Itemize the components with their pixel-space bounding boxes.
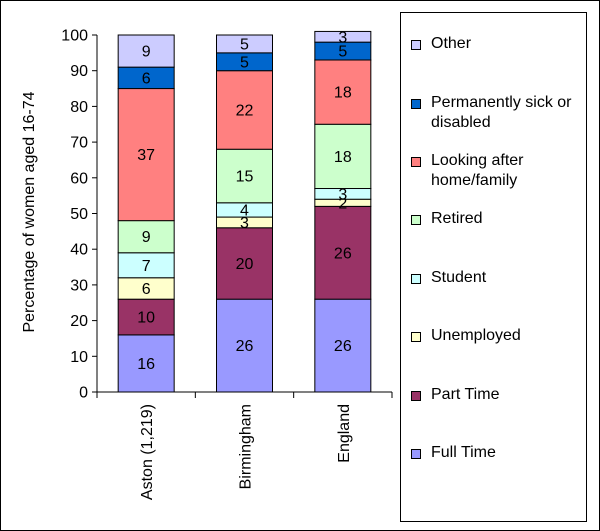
data-label: 6 xyxy=(142,70,151,87)
data-label: 9 xyxy=(142,229,151,246)
y-tick-label: 60 xyxy=(70,170,88,187)
data-label: 3 xyxy=(240,215,249,232)
y-tick-label: 20 xyxy=(70,313,88,330)
x-tick-label: Birmingham xyxy=(238,404,255,489)
legend-label: Other xyxy=(431,35,472,52)
data-label: 18 xyxy=(334,85,352,102)
data-label: 5 xyxy=(240,54,249,71)
bar-segment xyxy=(117,298,175,336)
data-label: 9 xyxy=(142,44,151,61)
data-label: 5 xyxy=(338,44,347,61)
data-label: 22 xyxy=(236,102,254,119)
bar-segment xyxy=(216,34,273,54)
legend-swatch xyxy=(411,274,421,284)
x-tick-label: Aston (1,219) xyxy=(139,404,156,500)
bar-segment xyxy=(216,148,273,204)
y-axis-title: Percentage of women aged 16-74 xyxy=(21,91,38,332)
legend-label: Full Time xyxy=(431,444,496,461)
data-label: 16 xyxy=(137,356,155,373)
legend: Other Permanently sick or disabled Looking… xyxy=(400,12,587,522)
bar-segment xyxy=(216,227,273,300)
legend-swatch xyxy=(411,391,421,401)
legend-swatch xyxy=(411,332,421,342)
legend-label: Permanently sick or disabled xyxy=(431,94,572,131)
y-tick-label: 30 xyxy=(70,277,88,294)
legend-swatch xyxy=(411,449,421,459)
legend-label: Retired xyxy=(431,210,483,227)
bar-segment xyxy=(314,205,372,300)
y-tick-label: 40 xyxy=(70,242,88,259)
legend-label: Student xyxy=(431,269,487,286)
bar-segment xyxy=(117,252,175,279)
bar-segment xyxy=(117,88,175,222)
data-label: 26 xyxy=(236,338,254,355)
y-tick-label: 0 xyxy=(79,385,88,402)
bar-segment xyxy=(314,59,372,125)
legend-label: Unemployed xyxy=(431,327,521,344)
data-label: 6 xyxy=(142,281,151,298)
y-tick-label: 50 xyxy=(70,206,88,223)
x-tick-label: England xyxy=(336,404,353,463)
data-label: 4 xyxy=(240,202,249,219)
data-label: 18 xyxy=(334,149,352,166)
data-label: 3 xyxy=(338,186,347,203)
bar-segment xyxy=(314,298,372,393)
legend-swatch xyxy=(411,215,421,225)
data-label: 26 xyxy=(334,338,352,355)
legend-label: Looking after home/family xyxy=(431,152,524,189)
legend-swatch xyxy=(411,157,421,167)
legend-swatch xyxy=(411,99,421,109)
y-tick-label: 80 xyxy=(70,99,88,116)
data-label: 26 xyxy=(334,245,352,262)
data-label: 10 xyxy=(137,310,155,327)
bar-segment xyxy=(117,34,175,68)
data-label: 37 xyxy=(137,147,155,164)
legend-swatch xyxy=(411,40,421,50)
plot-area: 0 10 20 30 40 50 60 70 80 90 100 16 10 6 7 9 37 6 9 Aston (… xyxy=(61,28,393,500)
data-label: 2 xyxy=(338,195,347,212)
data-label: 5 xyxy=(240,36,249,53)
y-tick-label: 100 xyxy=(61,28,88,45)
bar-segment xyxy=(314,30,372,43)
data-label: 15 xyxy=(236,169,254,186)
y-tick-label: 70 xyxy=(70,135,88,152)
data-label: 7 xyxy=(142,258,151,275)
y-tick-label: 90 xyxy=(70,63,88,80)
data-label: 20 xyxy=(236,256,254,273)
legend-label: Part Time xyxy=(431,386,500,403)
y-tick-label: 10 xyxy=(70,349,88,366)
bar-segment xyxy=(314,123,372,190)
data-label: 3 xyxy=(338,29,347,46)
bar-segment xyxy=(216,70,273,150)
